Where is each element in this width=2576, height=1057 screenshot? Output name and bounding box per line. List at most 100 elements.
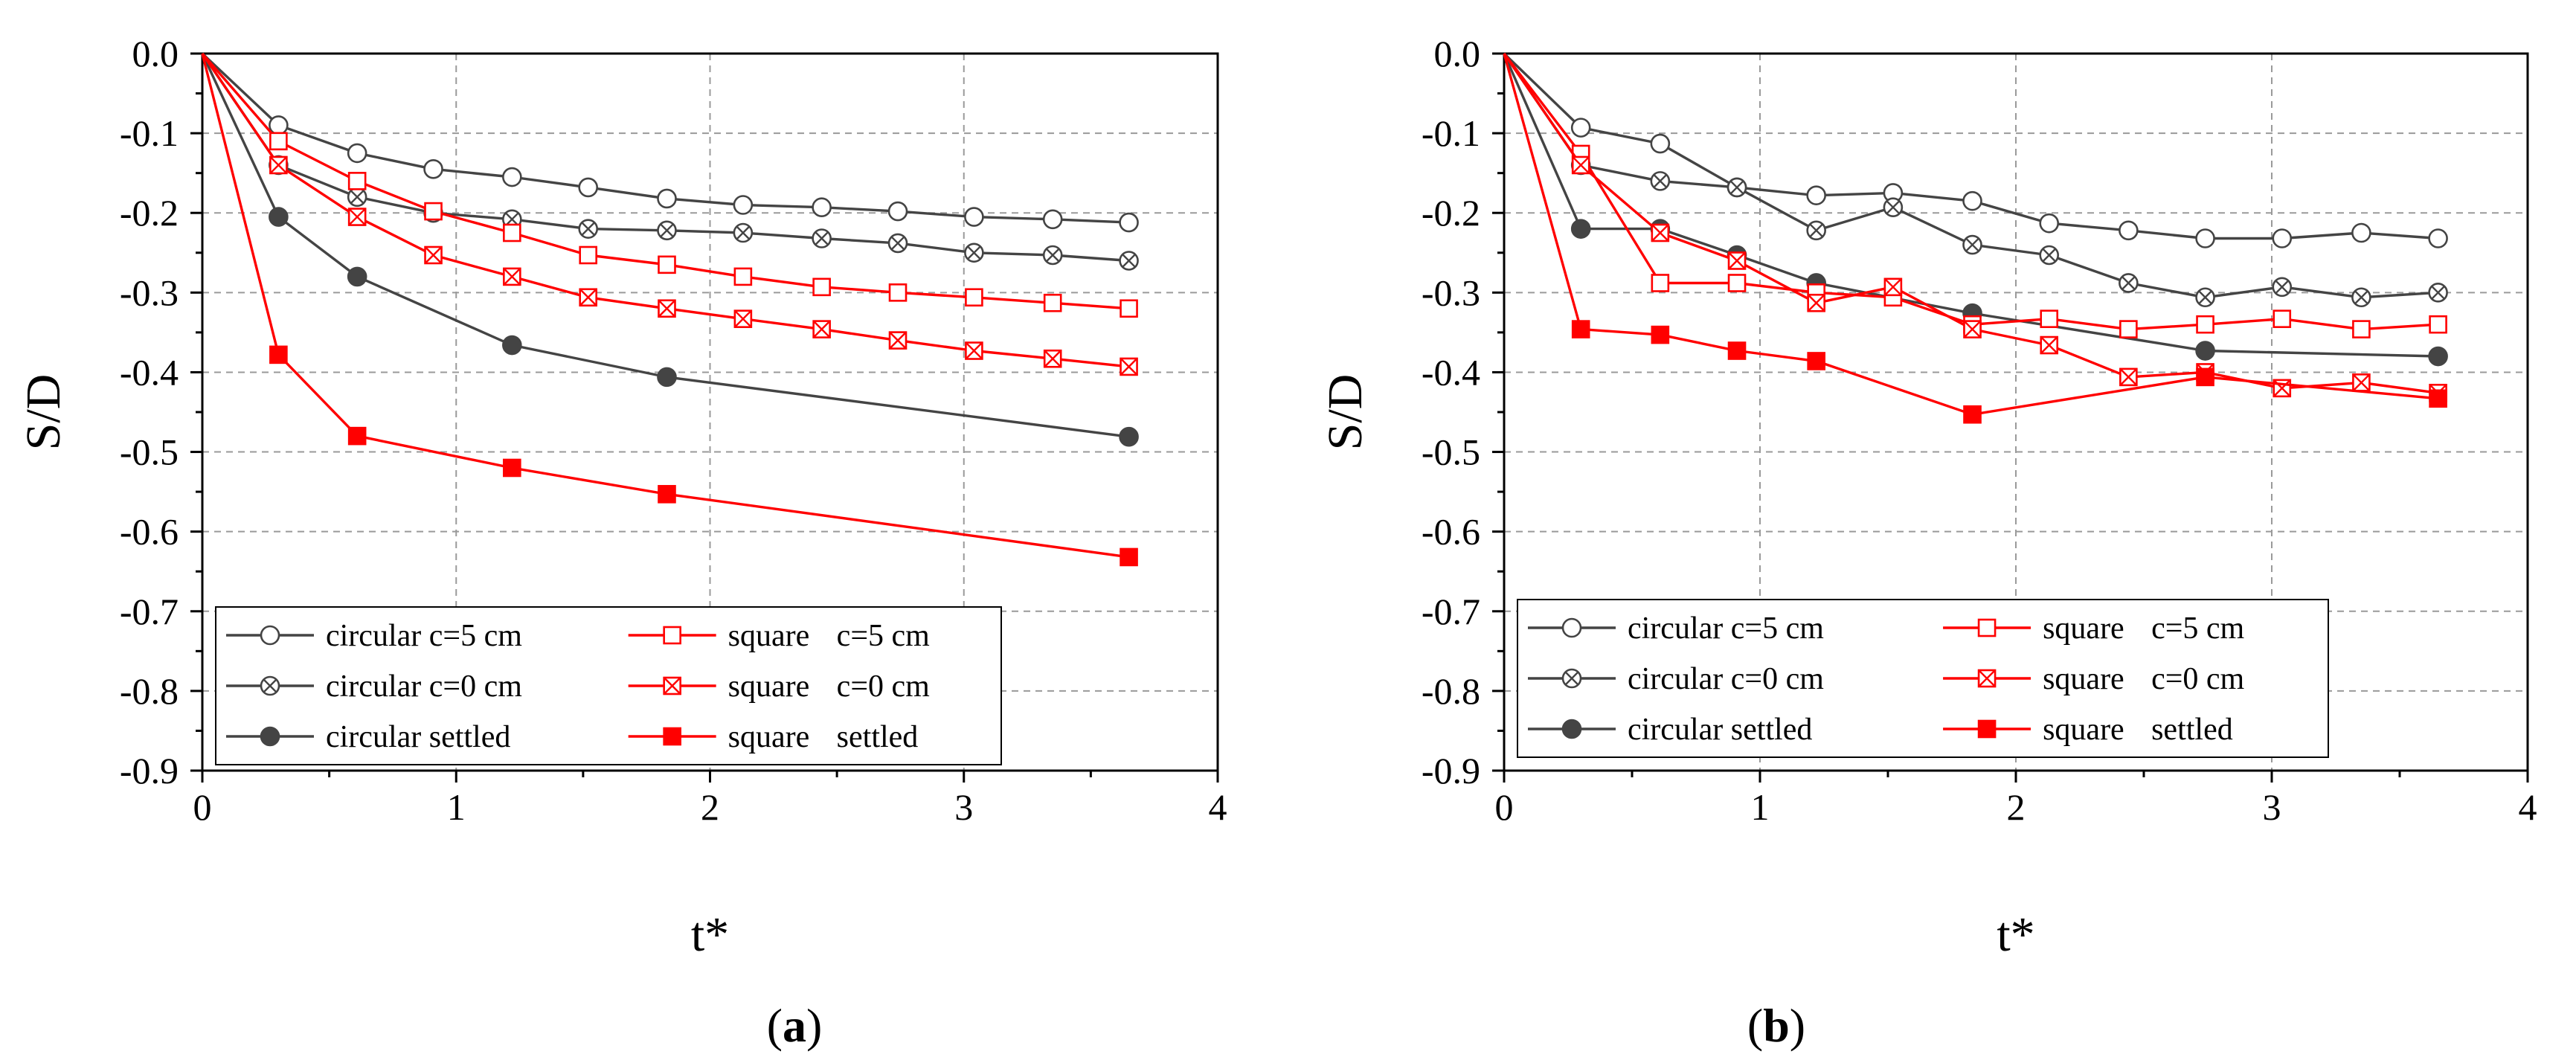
panel-a-series-line-2 [201, 53, 1129, 438]
panel-a-series-5 [201, 53, 1138, 567]
panel-a-series-3 [201, 52, 1138, 318]
panel-a-data-point-cross [424, 246, 443, 264]
panel-a-data-point [888, 331, 908, 350]
panel-b-data-point [2429, 389, 2447, 408]
panel-b-ticks: 0 1 2 3 4 0.0 -0.1 -0.2 -0.3 -0.4 -0.5 -0.6 -0.7 -0.8… [1422, 33, 2537, 828]
panel-a-data-point-cross [1044, 350, 1062, 368]
panel-a-data-point [269, 207, 289, 227]
panel-b-data-point [1807, 352, 1825, 370]
panel-b-data-point-cross [2119, 368, 2138, 386]
panel-b-data-point-cross [1963, 320, 1982, 338]
panel-a-data-point [812, 228, 832, 248]
panel-a-legend-entry: circular c=0 cm [226, 669, 522, 704]
panel-b-data-point [2119, 367, 2138, 387]
panel-a-data-point-cross [734, 309, 752, 328]
panel-a-legend-marker [260, 675, 280, 696]
panel-a-data-point-cross [889, 331, 907, 350]
panel-a-data-point [658, 299, 676, 318]
panel-b-xtick-label: 3 [2263, 786, 2281, 828]
panel-a-x-axis-title: t* [691, 907, 729, 962]
panel-b-legend-marker [1561, 617, 1582, 638]
panel-b-data-point [1963, 320, 1982, 338]
panel-b-legend-label: square [2043, 611, 2124, 646]
panel-b-xtick-label: 1 [1751, 786, 1770, 828]
panel-a-data-point [347, 187, 367, 208]
panel-b-ytick-label: -0.2 [1422, 192, 1480, 234]
panel-a-data-point [733, 309, 753, 328]
panel-b-legend-marker-cross [1564, 671, 1579, 686]
panel-a-panel-label-part: a [783, 999, 806, 1052]
panel-b-data-point [1571, 320, 1590, 338]
panel-a-legend-label: circular c=5 cm [326, 619, 522, 653]
panel-b-data-point [2040, 309, 2059, 328]
panel-b-data-point [2273, 309, 2292, 328]
panel-a-data-point [812, 197, 832, 218]
panel-b-data-point [1727, 341, 1747, 360]
panel-a-data-point-cross [1120, 358, 1138, 376]
panel-a-legend-marker-cross [263, 678, 277, 693]
panel-a-xtick-label: 3 [954, 786, 973, 828]
panel-b-ytick-label: -0.9 [1422, 750, 1480, 791]
panel-a-data-point [503, 267, 521, 286]
panel-a-data-point [347, 143, 367, 164]
panel-b-data-point-cross [1884, 277, 1902, 296]
panel-a-data-point [965, 341, 983, 360]
panel-b-legend-marker [1977, 618, 1997, 637]
panel-a-data-point [269, 155, 288, 175]
panel-b-x-axis-title: t* [1997, 907, 2034, 962]
panel-a-data-point [424, 245, 443, 265]
panel-a-legend-entry: square c=5 cm [628, 619, 930, 653]
panel-b-legend-box [1517, 599, 2329, 758]
panel-a-legend: circular c=5 cm circular c=0 cm circular s… [215, 606, 1002, 765]
panel-b-data-point [1571, 155, 1590, 175]
panel-a-data-point [269, 115, 289, 135]
panel-b-data-point-cross [1886, 200, 1901, 215]
panel-b-legend-label: circular c=5 cm [1628, 611, 1824, 646]
panel-b-data-point [1883, 277, 1903, 297]
panel-b-data-point [2428, 283, 2448, 303]
panel-b-panel-label-part: b [1763, 999, 1790, 1052]
panel-a-data-point [1043, 349, 1062, 368]
panel-a-data-point [1120, 547, 1138, 567]
panel-b-legend-marker [1977, 669, 1997, 688]
panel-b-legend-label: square [2043, 713, 2124, 747]
panel-a-data-point [1042, 245, 1063, 266]
panel-b-data-point [2428, 346, 2448, 367]
panel-a-series-4 [201, 53, 1138, 376]
panel-a-ticks: 0 1 2 3 4 0.0 -0.1 -0.2 -0.3 -0.4 -0.5 -0.6 -0.7 -0.8… [120, 33, 1227, 828]
panel-a-data-point [733, 195, 754, 215]
panel-a-data-point [1120, 357, 1138, 376]
panel-b-data-point-cross [2352, 373, 2371, 392]
panel-a-series-2 [201, 53, 1139, 447]
panel-a-ytick-label: -0.3 [120, 272, 179, 313]
panel-a-series-line-5 [201, 53, 1129, 559]
panel-a-data-point [887, 201, 908, 222]
panel-b-data-point-cross [2198, 290, 2212, 305]
panel-a-ytick-label: 0.0 [132, 33, 179, 74]
panel-a-legend-marker [663, 727, 681, 746]
panel-b-legend-entry: square c=0 cm [1943, 662, 2245, 696]
panel-b-data-point [1727, 274, 1747, 292]
panel-b-legend: circular c=5 cm circular c=0 cm circular s… [1517, 599, 2329, 758]
panel-b-data-point [2272, 228, 2293, 248]
panel-a-legend-label-detail: c=0 cm [837, 669, 930, 704]
panel-a-data-point [578, 177, 599, 198]
panel-a-data-point [657, 220, 677, 241]
panel-b-data-point [2196, 367, 2214, 387]
panel-a-data-point [269, 345, 288, 364]
panel-b-data-point [2195, 287, 2215, 308]
panel-b-data-point-cross [1965, 237, 1979, 252]
panel-a-legend-entry: square settled [628, 720, 918, 754]
panel-a-data-point [887, 233, 908, 254]
panel-a-data-point [579, 245, 598, 265]
panel-a-legend-marker [663, 676, 681, 695]
panel-b-ytick-label: -0.1 [1422, 112, 1480, 154]
panel-b-panel-label: (b) [1747, 999, 1805, 1052]
panel-a-data-point [812, 277, 831, 297]
panel-b-xtick-label: 4 [2519, 786, 2537, 828]
panel-a-data-point [733, 267, 753, 286]
panel-a-ytick-label: -0.5 [120, 431, 179, 473]
panel-a-legend-label: square [728, 669, 810, 704]
panel-a-legend-box [215, 606, 1002, 765]
panel-b-panel-label-part: ( [1747, 999, 1763, 1052]
